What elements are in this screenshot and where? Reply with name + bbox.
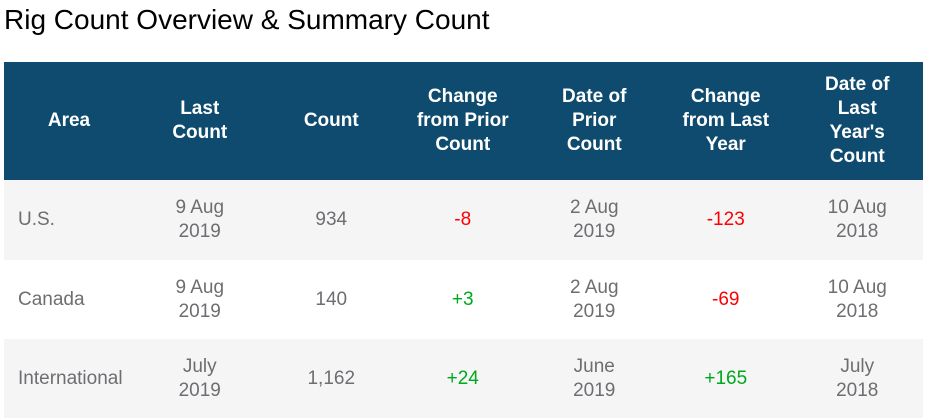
- cell-change-from-last-year: +165: [704, 367, 748, 389]
- cell-last-count-date: July 2019: [178, 355, 221, 401]
- cell-change-from-prior-count: -8: [454, 209, 472, 230]
- cell-change-from-last-year: -69: [712, 288, 740, 310]
- cell-change-from-prior-count: +3: [451, 288, 474, 310]
- cell-change-from-prior-count: +24: [446, 367, 479, 389]
- cell-count: 140: [315, 288, 348, 310]
- cell-count: 1,162: [307, 367, 356, 389]
- cell-last-count-date: 9 Aug 2019: [175, 276, 225, 322]
- table-header-row: Area Last Count Count Change from Prior …: [4, 62, 923, 180]
- cell-date-of-prior-count: 2 Aug 2019: [569, 276, 619, 322]
- table-row-international: International July 2019 1,162 +24 June 2…: [4, 339, 923, 418]
- table-row-canada: Canada 9 Aug 2019 140 +3 2 Aug 2019 -69 …: [4, 260, 923, 339]
- cell-date-of-last-years-count: July 2018: [836, 355, 879, 401]
- column-header-last-count: Last Count: [134, 62, 266, 180]
- column-header-change-from-prior-count: Change from Prior Count: [397, 62, 529, 180]
- column-header-count: Count: [265, 62, 397, 180]
- page-title: Rig Count Overview & Summary Count: [4, 4, 490, 35]
- cell-change-from-last-year: -123: [706, 209, 745, 230]
- cell-area: U.S.: [18, 209, 55, 230]
- cell-count: 934: [315, 209, 348, 230]
- cell-date-of-prior-count: June 2019: [573, 355, 616, 401]
- rig-count-table: Area Last Count Count Change from Prior …: [4, 62, 923, 418]
- column-header-date-of-prior-count: Date of Prior Count: [528, 62, 660, 180]
- cell-date-of-prior-count: 2 Aug 2019: [569, 197, 619, 242]
- cell-last-count-date: 9 Aug 2019: [175, 197, 225, 242]
- cell-date-of-last-years-count: 10 Aug 2018: [827, 197, 887, 242]
- table-row-us: U.S. 9 Aug 2019 934 -8 2 Aug 2019 -123 1…: [4, 180, 923, 260]
- column-header-date-of-last-years-count: Date of Last Year's Count: [791, 62, 923, 180]
- column-header-change-from-last-year: Change from Last Year: [660, 62, 792, 180]
- column-header-area: Area: [4, 62, 134, 180]
- cell-area: Canada: [18, 288, 85, 310]
- cell-area: International: [18, 367, 123, 389]
- cell-date-of-last-years-count: 10 Aug 2018: [827, 276, 887, 322]
